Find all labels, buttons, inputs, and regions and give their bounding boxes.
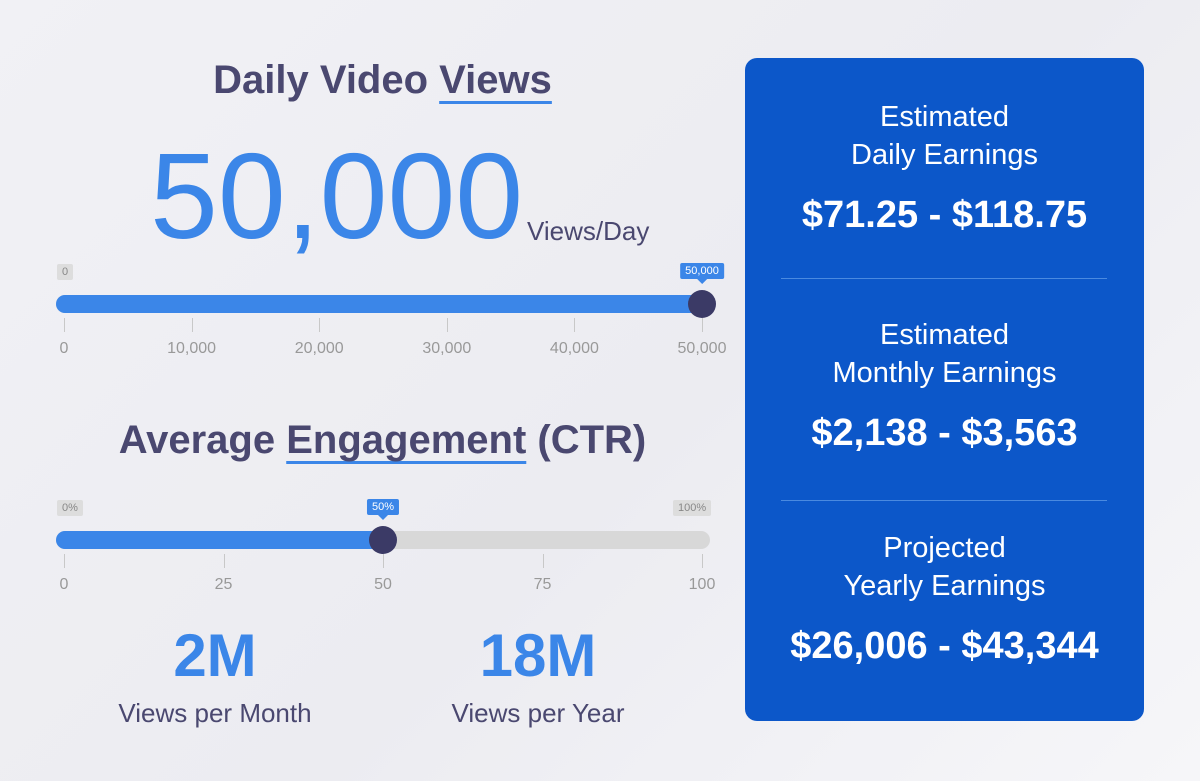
engagement-title: Average Engagement (CTR) xyxy=(0,418,765,463)
views-slider-tick-label: 20,000 xyxy=(294,340,344,357)
daily-views-unit: Views/Day xyxy=(527,216,650,246)
monthly-earnings-label-line1: Estimated xyxy=(880,319,1009,351)
views-slider-tick xyxy=(446,318,448,332)
ctr-slider-fill xyxy=(56,531,387,549)
daily-earnings-amount: $71.25 - $118.75 xyxy=(801,194,1088,236)
views-per-month-value: 2M xyxy=(173,622,257,689)
ctr-slider-tick-label: 100 xyxy=(688,576,716,593)
yearly-earnings-label-line1: Projected xyxy=(883,532,1006,564)
yearly-earnings-label-line2: Yearly Earnings xyxy=(843,570,1046,602)
views-slider-thumb[interactable] xyxy=(688,290,716,318)
yearly-earnings-amount: $26,006 - $43,344 xyxy=(790,625,1099,667)
ctr-slider-track[interactable]: 50% xyxy=(56,499,710,554)
views-slider-track[interactable]: 50,000 xyxy=(56,263,724,318)
engagement-title-suffix: (CTR) xyxy=(537,418,647,462)
views-slider-fill xyxy=(56,295,706,313)
ctr-slider-tick xyxy=(542,554,544,568)
ctr-slider-tick xyxy=(223,554,225,568)
monthly-earnings-amount: $2,138 - $3,563 xyxy=(811,412,1078,454)
ctr-slider-min-label: 0% xyxy=(57,500,83,516)
monthly-earnings-label-line2: Monthly Earnings xyxy=(832,357,1057,389)
views-slider-tick-label: 10,000 xyxy=(167,340,217,357)
engagement-title-underlined: Engagement xyxy=(286,418,527,462)
ctr-slider-thumb[interactable] xyxy=(369,526,397,554)
views-slider-tick-label: 40,000 xyxy=(549,340,599,357)
earnings-panel: Estimated Daily Earnings $71.25 - $118.7… xyxy=(745,58,1144,721)
views-slider-tick-label: 0 xyxy=(59,340,69,357)
daily-views-value: 50,000 xyxy=(150,128,524,264)
daily-earnings-label-line2: Daily Earnings xyxy=(851,139,1038,171)
yearly-earnings-block: Projected Yearly Earnings $26,006 - $43,… xyxy=(745,529,1144,668)
ctr-slider-tooltip: 50% xyxy=(366,499,400,520)
ctr-slider-tick xyxy=(702,554,703,568)
views-slider-tick xyxy=(574,318,576,332)
ctr-slider-tick-label: 50 xyxy=(374,576,392,593)
earnings-divider xyxy=(781,278,1107,279)
daily-views-title-prefix: Daily Video xyxy=(213,58,429,102)
views-per-month-stat: 2M Views per Month xyxy=(65,626,365,729)
daily-views-title: Daily Video Views xyxy=(0,58,765,103)
ctr-slider-tick-label: 75 xyxy=(533,576,552,593)
ctr-slider-tick-label: 25 xyxy=(214,576,233,593)
views-slider-tick xyxy=(64,318,65,332)
views-slider-tick-label: 50,000 xyxy=(677,340,727,357)
ctr-slider-tick xyxy=(383,554,384,568)
earnings-divider xyxy=(781,500,1107,501)
views-slider-tick xyxy=(702,318,703,332)
monthly-earnings-block: Estimated Monthly Earnings $2,138 - $3,5… xyxy=(745,316,1144,455)
views-per-year-value: 18M xyxy=(479,622,597,689)
views-slider-tooltip: 50,000 xyxy=(680,263,724,284)
ctr-slider-tick xyxy=(64,554,65,568)
views-slider-min-label: 0 xyxy=(57,264,74,280)
daily-views-title-underlined: Views xyxy=(439,58,552,102)
daily-earnings-label-line1: Estimated xyxy=(880,101,1009,133)
ctr-slider-max-label: 100% xyxy=(673,500,712,516)
views-per-year-stat: 18M Views per Year xyxy=(388,626,688,729)
views-slider-tick xyxy=(191,318,193,332)
views-per-year-label: Views per Year xyxy=(451,698,625,728)
daily-earnings-block: Estimated Daily Earnings $71.25 - $118.7… xyxy=(745,98,1144,237)
views-slider-tick-label: 30,000 xyxy=(422,340,472,357)
engagement-title-prefix: Average xyxy=(118,418,276,462)
views-per-month-label: Views per Month xyxy=(118,698,312,728)
views-slider-tick xyxy=(319,318,321,332)
ctr-slider-tick-label: 0 xyxy=(59,576,69,593)
